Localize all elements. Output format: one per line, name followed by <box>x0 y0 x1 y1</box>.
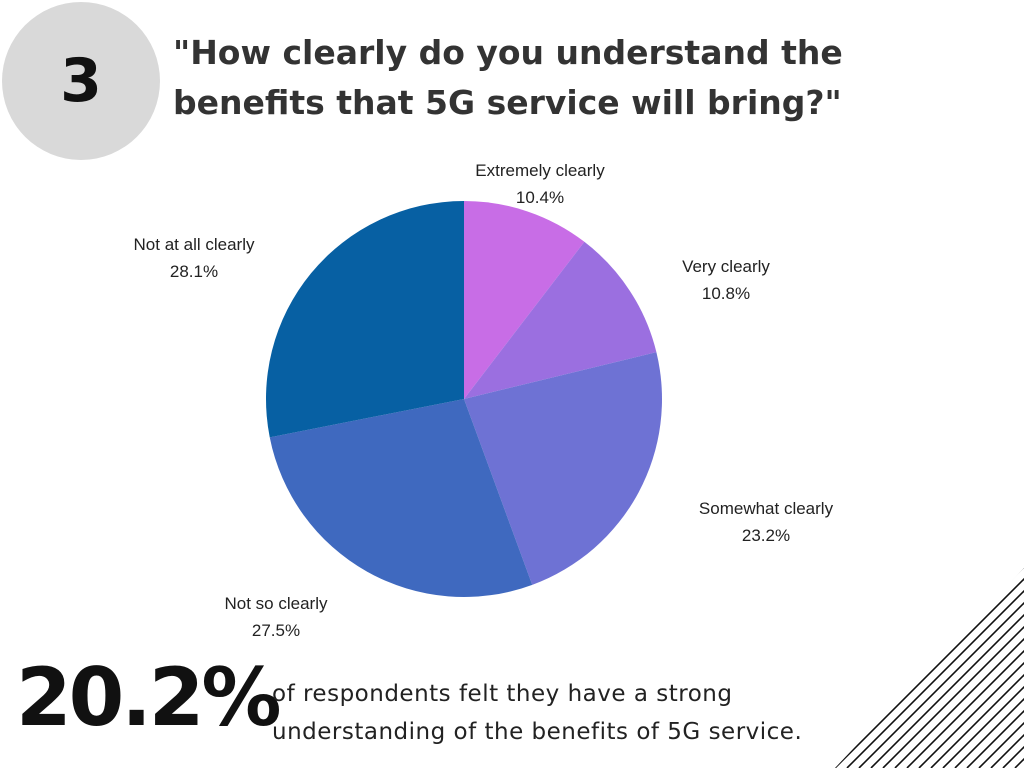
pie-slice-not-at-all-clearly <box>265 200 464 438</box>
headline-statistic: 20.2% <box>16 651 282 744</box>
question-line-2: benefits that 5G service will bring?" <box>173 83 842 122</box>
slice-label: Very clearly <box>682 257 770 276</box>
pie-slice-somewhat-clearly <box>464 352 662 585</box>
pie-labels: Extremely clearly 10.4% Very clearly 10.8% S… <box>134 161 834 640</box>
slice-value-label: 23.2% <box>742 526 790 545</box>
slice-label: Somewhat clearly <box>699 499 834 518</box>
question-title: "How clearly do you understand the benef… <box>173 28 933 128</box>
pie-slice-extremely-clearly <box>464 201 585 399</box>
slice-value-label: 10.4% <box>516 188 564 207</box>
pie-slice-not-so-clearly <box>269 399 533 598</box>
slice-value-label: 28.1% <box>170 262 218 281</box>
slice-value-label: 27.5% <box>252 621 300 640</box>
statistic-caption: of respondents felt they have a strong u… <box>272 675 802 751</box>
pie-slices <box>265 200 662 598</box>
question-number: 3 <box>60 46 102 116</box>
slice-label: Extremely clearly <box>475 161 605 180</box>
question-line-1: "How clearly do you understand the <box>173 33 843 72</box>
question-number-badge: 3 <box>2 2 160 160</box>
pie-slice-very-clearly <box>464 241 657 399</box>
slice-label: Not at all clearly <box>134 235 255 254</box>
slice-value-label: 10.8% <box>702 284 750 303</box>
statistic-caption-line-1: of respondents felt they have a strong <box>272 681 733 707</box>
slice-label: Not so clearly <box>225 594 328 613</box>
statistic-caption-line-2: understanding of the benefits of 5G serv… <box>272 719 803 745</box>
